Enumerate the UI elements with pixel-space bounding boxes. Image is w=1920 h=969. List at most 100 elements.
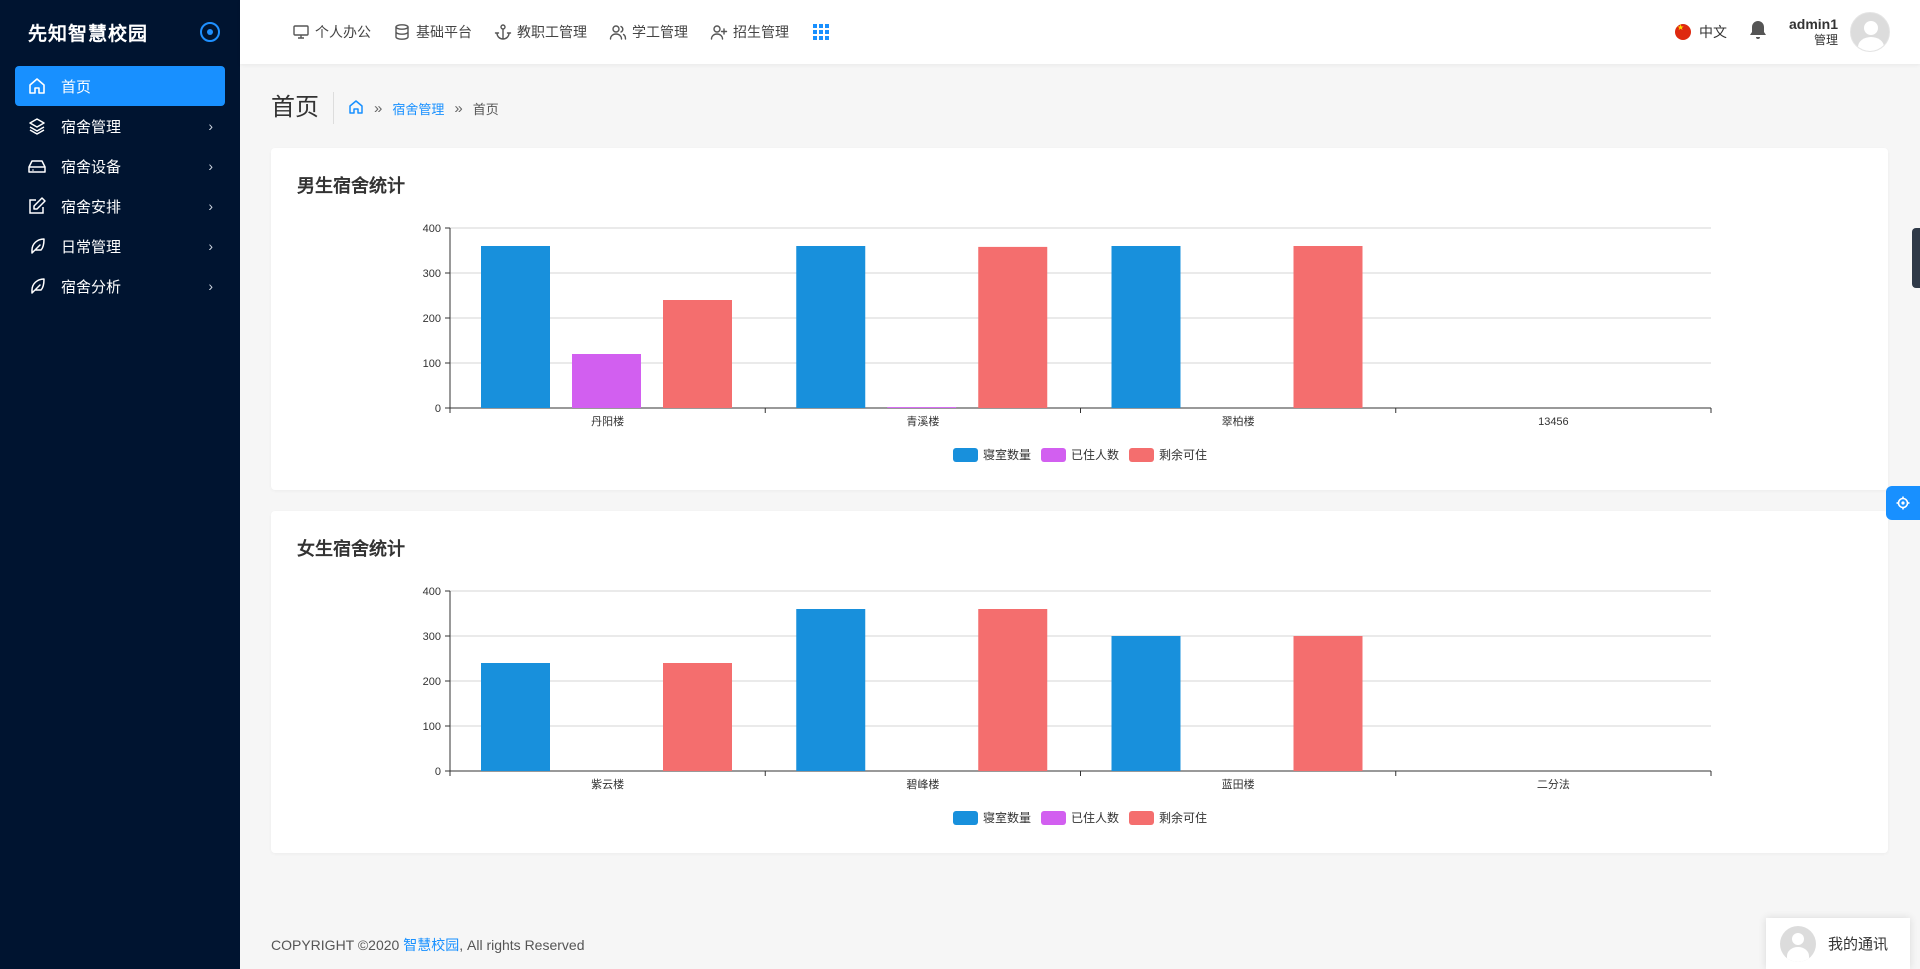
layers-icon (27, 116, 47, 136)
sidebar-item-label: 首页 (61, 78, 92, 96)
sidebar-item-6[interactable]: 宿舍分析 › (15, 266, 225, 306)
topnav-item-2[interactable]: 基础平台 (393, 22, 472, 42)
chat-widget[interactable]: 我的通讯 (1766, 918, 1910, 969)
x-tick-label: 丹阳楼 (591, 414, 624, 428)
home-icon (27, 76, 47, 96)
bar-1[interactable] (1111, 636, 1181, 771)
bar-3[interactable] (1293, 246, 1363, 408)
topnav-item-1[interactable]: 个人办公 (292, 22, 371, 42)
legend-swatch (953, 811, 978, 825)
user-plus-icon (710, 25, 728, 40)
topnav-item-4[interactable]: 学工管理 (609, 22, 688, 42)
sidebar-item-1[interactable]: 首页 (15, 66, 225, 106)
footer-suffix: , All rights Reserved (459, 937, 585, 953)
y-tick-label: 200 (423, 676, 441, 688)
x-tick-label: 13456 (1538, 416, 1569, 428)
legend-item[interactable]: 已住人数 (1041, 810, 1119, 825)
bar-3[interactable] (663, 300, 732, 408)
sidebar-menu: 首页 宿舍管理 › 宿舍设备 › 宿舍安排 › 日常管理 › 宿舍分析 › (0, 64, 240, 308)
sidebar-item-3[interactable]: 宿舍设备 › (15, 146, 225, 186)
y-tick-label: 400 (423, 586, 441, 598)
topnav-label: 学工管理 (632, 24, 688, 40)
x-tick-label: 二分法 (1537, 777, 1570, 791)
legend-swatch (1129, 811, 1154, 825)
bar-1[interactable] (796, 246, 866, 408)
language-switch[interactable]: 中文 (1674, 22, 1727, 42)
topnav-item-3[interactable]: 教职工管理 (494, 22, 587, 42)
feather-icon (27, 236, 47, 256)
x-tick-label: 碧峰楼 (906, 777, 939, 791)
topnav-label: 基础平台 (416, 24, 472, 40)
database-icon (395, 24, 409, 40)
home-icon[interactable] (348, 99, 364, 118)
footer-link[interactable]: 智慧校园 (403, 937, 460, 953)
bar-3[interactable] (978, 246, 1048, 408)
bar-2[interactable] (572, 354, 641, 408)
bar-3[interactable] (663, 663, 732, 771)
y-tick-label: 300 (423, 631, 441, 643)
x-tick-label: 蓝田楼 (1222, 777, 1255, 791)
user-info: admin1 管理 (1789, 16, 1838, 48)
feather-icon (27, 276, 47, 296)
avatar[interactable] (1850, 12, 1890, 52)
user-name: admin1 (1788, 16, 1838, 32)
sidebar: 先知智慧校园 首页 宿舍管理 › 宿舍设备 › 宿舍安排 › 日常管理 › 宿舍分析 › (0, 0, 240, 969)
legend-item[interactable]: 寝室数量 (953, 810, 1031, 825)
bar-1[interactable] (796, 609, 866, 771)
legend-item[interactable]: 剩余可住 (1129, 447, 1207, 462)
bar-1[interactable] (1111, 246, 1181, 408)
card-title: 男生宿舍统计 (297, 176, 405, 196)
edit-icon (27, 196, 47, 216)
y-tick-label: 0 (435, 766, 441, 778)
user-menu[interactable]: admin1 管理 (1789, 12, 1890, 52)
language-label: 中文 (1698, 24, 1727, 40)
legend-label: 寝室数量 (983, 447, 1031, 462)
bell-icon[interactable] (1749, 20, 1767, 45)
sidebar-item-4[interactable]: 宿舍安排 › (15, 186, 225, 226)
legend-item[interactable]: 已住人数 (1041, 447, 1119, 462)
top-header: 个人办公 基础平台 教职工管理 学工管理 招生管理 中文 admin1 管理 (240, 0, 1920, 64)
grid-icon[interactable] (813, 24, 829, 40)
legend-item[interactable]: 寝室数量 (953, 447, 1031, 462)
breadcrumb-link[interactable]: 宿舍管理 (392, 101, 445, 117)
anchor-icon (494, 24, 512, 40)
bar-1[interactable] (481, 663, 550, 771)
y-tick-label: 0 (435, 403, 441, 415)
legend-item[interactable]: 剩余可住 (1129, 810, 1207, 825)
sidebar-item-label: 宿舍分析 (61, 278, 122, 296)
bar-3[interactable] (1293, 636, 1363, 771)
y-tick-label: 100 (423, 358, 441, 370)
male-dorm-card: 男生宿舍统计 0 100 200 300 400 丹阳楼 青溪楼 翠柏楼 13456 寝室数量 已住… (271, 148, 1888, 490)
legend-label: 剩余可住 (1159, 810, 1207, 825)
hard-drive-icon (27, 156, 47, 176)
x-tick-label: 青溪楼 (906, 414, 939, 428)
bar-3[interactable] (978, 609, 1048, 771)
chat-label: 我的通讯 (1828, 936, 1889, 953)
sidebar-item-5[interactable]: 日常管理 › (15, 226, 225, 266)
sidebar-item-label: 宿舍设备 (61, 158, 122, 176)
bar-1[interactable] (481, 246, 550, 408)
bar-2[interactable] (887, 407, 957, 408)
legend-label: 已住人数 (1071, 447, 1119, 462)
sidebar-toggle-icon[interactable] (200, 22, 220, 42)
footer-prefix: COPYRIGHT ©2020 (271, 937, 404, 953)
header-right: 中文 admin1 管理 (1674, 0, 1890, 64)
male-dorm-chart: 0 100 200 300 400 丹阳楼 青溪楼 翠柏楼 13456 寝室数量 已住人数 剩余可住 (423, 223, 1712, 462)
legend-label: 剩余可住 (1159, 447, 1207, 462)
chevron-right-icon: › (208, 198, 213, 214)
users-icon (609, 25, 627, 40)
sidebar-item-2[interactable]: 宿舍管理 › (15, 106, 225, 146)
settings-button[interactable] (1886, 486, 1920, 520)
topnav-item-5[interactable]: 招生管理 (710, 22, 789, 42)
topnav-label: 招生管理 (733, 24, 789, 40)
app-title: 先知智慧校园 (28, 23, 149, 45)
chevron-right-icon: › (208, 278, 213, 294)
breadcrumb: » 宿舍管理 » 首页 (348, 99, 499, 118)
x-tick-label: 紫云楼 (591, 777, 624, 791)
scroll-handle[interactable] (1912, 228, 1920, 288)
page-heading: 首页 » 宿舍管理 » 首页 (271, 90, 499, 126)
female-dorm-card: 女生宿舍统计 0 100 200 300 400 紫云楼 碧峰楼 蓝田楼 二分法 寝室数量 已住人数… (271, 511, 1888, 853)
gear-icon (1896, 496, 1910, 510)
monitor-icon (293, 25, 309, 39)
chevron-right-icon: › (208, 238, 213, 254)
